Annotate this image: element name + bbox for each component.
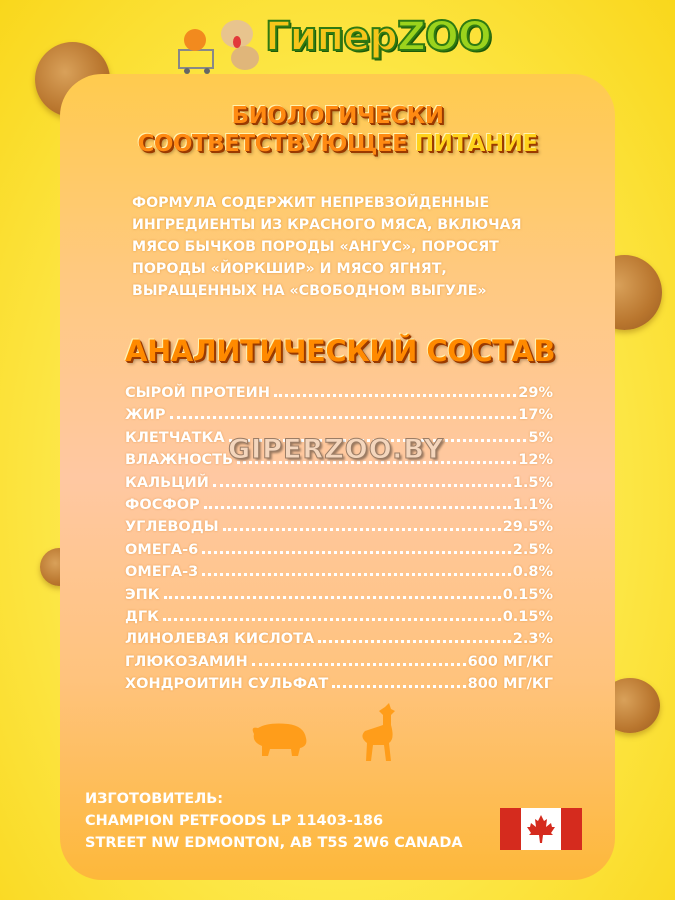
mascot-icon (178, 20, 259, 74)
analysis-row: Глюкозамин 600 мг/кг (125, 654, 553, 676)
analysis-row: Хондроитин сульфат 800 мг/кг (125, 676, 553, 698)
dot-leader (318, 640, 511, 644)
manufacturer-label: Изготовитель: (85, 791, 224, 807)
nutrient-name: Жир (125, 407, 166, 424)
nutrient-value: 1.5% (512, 474, 553, 491)
nutrient-value: 0.15% (502, 608, 553, 625)
analysis-row: ДГК 0.15% (125, 609, 553, 631)
nutrient-name: Сырой протеин (125, 385, 270, 401)
nutrient-name: Омега-3 (125, 564, 199, 581)
content-panel (60, 74, 615, 880)
nutrient-name: Углеводы (125, 519, 219, 536)
nutrient-value: 1.1% (512, 496, 553, 513)
dot-leader (237, 461, 517, 465)
nutrient-value: 2.3% (512, 631, 553, 648)
nutrient-value: 12% (518, 452, 553, 469)
analysis-row: Жир 17% (125, 407, 553, 429)
analysis-row: Омега-3 0.8% (125, 564, 553, 586)
nutrient-value: 29% (518, 385, 553, 401)
analysis-row: Углеводы 29.5% (125, 519, 553, 541)
nutrient-name: Глюкозамин (125, 653, 248, 670)
nutrient-value: 0.8% (512, 564, 553, 581)
dot-leader (332, 685, 466, 689)
dot-leader (228, 438, 527, 442)
analysis-row: Сырой протеин 29% (125, 385, 553, 407)
dot-leader (202, 573, 511, 577)
dot-leader (202, 550, 511, 554)
manufacturer-info: Изготовитель: Champion Petfoods LP 11403… (85, 788, 463, 854)
intro-text: Формула содержит непревзойденные ингреди… (132, 195, 522, 299)
deer-icon (362, 703, 395, 761)
nutrient-value: 29.5% (502, 519, 553, 536)
dot-leader (273, 394, 517, 397)
analysis-table: Сырой протеин 29% Жир 17% Клетчатка 5% Влажнос… (125, 385, 553, 698)
dot-leader (203, 505, 511, 509)
pig-icon (252, 723, 307, 756)
nutrient-value: 800 мг/кг (467, 676, 553, 693)
nutrient-name: Клетчатка (125, 429, 225, 446)
dot-leader (163, 617, 501, 621)
nutrient-name: Линолевая кислота (125, 631, 315, 648)
dot-leader (222, 528, 501, 532)
nutrient-name: ДГК (125, 608, 160, 625)
logo: ГиперZOO (175, 12, 493, 74)
analysis-row: ЭПК 0.15% (125, 587, 553, 609)
watermark: GIPERZOO.BY (227, 434, 445, 466)
manufacturer-line2: Street NW Edmonton, AB T5S 2W6 Canada (85, 835, 463, 851)
dot-leader (169, 416, 517, 420)
nutrient-name: Кальций (125, 474, 209, 491)
logo-text: ГиперZOO (264, 13, 493, 61)
nutrient-value: 17% (518, 407, 553, 424)
nutrient-name: Хондроитин сульфат (125, 676, 329, 693)
nutrient-name: Омега-6 (125, 541, 199, 558)
analysis-row: Омега-6 2.5% (125, 542, 553, 564)
nutrient-name: ЭПК (125, 586, 160, 603)
nutrient-name: Влажность (125, 452, 234, 469)
analysis-row: Линолевая кислота 2.3% (125, 631, 553, 653)
analysis-row: Клетчатка 5% (125, 430, 553, 452)
dot-leader (212, 483, 511, 487)
analysis-title: Аналитический состав (125, 334, 555, 368)
headline-line2: соответствующее питание (137, 131, 538, 157)
dot-leader (251, 662, 466, 666)
nutrient-value: 0.15% (502, 586, 553, 603)
nutrient-value: 600 мг/кг (467, 653, 553, 670)
nutrient-value: 2.5% (512, 541, 553, 558)
headline-line1: Биологически (231, 103, 444, 129)
nutrient-value: 5% (528, 429, 553, 446)
nutrient-name: Фосфор (125, 496, 200, 513)
analysis-row: Влажность 12% (125, 452, 553, 474)
canada-flag-icon (500, 808, 582, 850)
dot-leader (163, 595, 501, 599)
analysis-row: Кальций 1.5% (125, 475, 553, 497)
manufacturer-line1: Champion Petfoods LP 11403-186 (85, 813, 384, 829)
analysis-row: Фосфор 1.1% (125, 497, 553, 519)
